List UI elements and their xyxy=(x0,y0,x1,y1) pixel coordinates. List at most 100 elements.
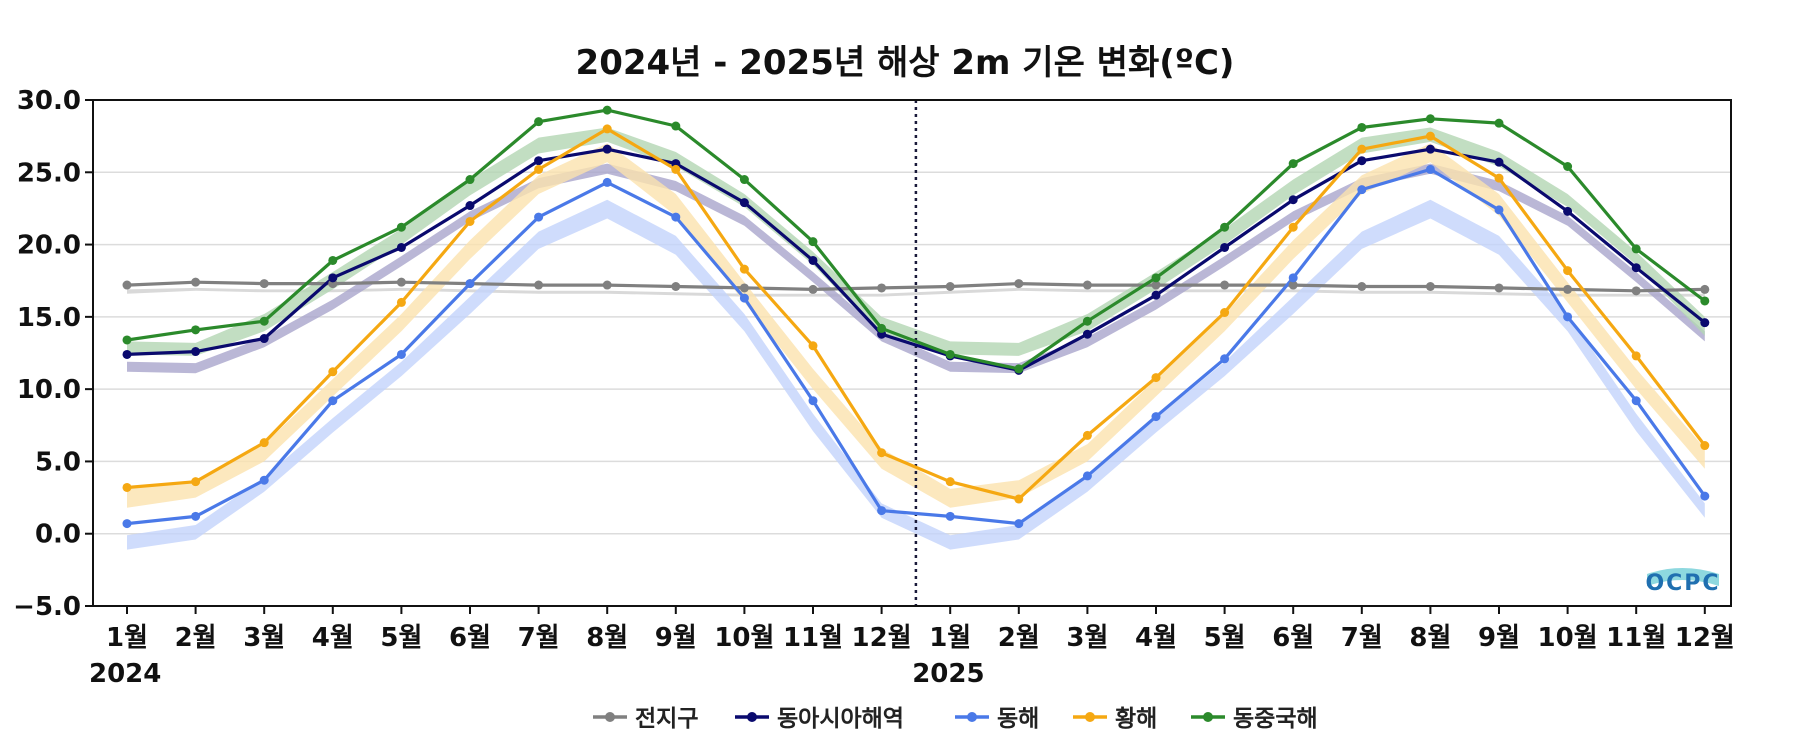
data-point xyxy=(877,506,887,516)
data-point xyxy=(396,277,406,287)
data-point xyxy=(1425,131,1435,141)
normal-band xyxy=(127,199,1705,550)
x-tick-label: 6월 xyxy=(1272,623,1314,653)
data-point xyxy=(328,396,338,406)
data-point xyxy=(1563,284,1573,294)
x-tick-label: 10월 xyxy=(1538,623,1598,653)
data-point xyxy=(945,281,955,291)
data-point xyxy=(1082,430,1092,440)
legend-label: 전지구 xyxy=(635,706,698,732)
data-point xyxy=(877,283,887,293)
data-point xyxy=(808,237,818,247)
data-point xyxy=(1563,266,1573,276)
x-tick-label: 12월 xyxy=(1675,623,1735,653)
data-point xyxy=(1631,263,1641,273)
data-point xyxy=(465,175,475,185)
data-point xyxy=(191,277,201,287)
data-point xyxy=(671,121,681,131)
normal-band xyxy=(127,127,1705,356)
data-point xyxy=(396,222,406,232)
data-point xyxy=(1425,281,1435,291)
data-point xyxy=(1014,279,1024,289)
data-point xyxy=(1288,280,1298,290)
x-tick-label: 8월 xyxy=(586,623,628,653)
data-point xyxy=(1700,296,1710,306)
data-point xyxy=(1563,206,1573,216)
data-point xyxy=(1357,122,1367,132)
data-point xyxy=(259,438,269,448)
data-point xyxy=(1700,491,1710,501)
x-tick-label: 4월 xyxy=(1135,623,1177,653)
data-point xyxy=(671,212,681,222)
data-point xyxy=(1494,205,1504,215)
data-point xyxy=(1082,471,1092,481)
legend-label: 동해 xyxy=(997,706,1039,732)
data-point xyxy=(739,293,749,303)
data-point xyxy=(945,477,955,487)
data-point xyxy=(122,519,132,529)
data-point xyxy=(602,280,612,290)
data-point xyxy=(534,156,544,166)
data-point xyxy=(122,335,132,345)
legend-swatch-marker xyxy=(967,712,977,722)
series-line xyxy=(126,167,1707,526)
x-tick-label: 3월 xyxy=(243,623,285,653)
data-point xyxy=(945,349,955,359)
data-point xyxy=(1631,351,1641,361)
data-point xyxy=(602,177,612,187)
data-point xyxy=(1425,164,1435,174)
y-tick-label: 30.0 xyxy=(17,86,81,116)
x-tick-label: 5월 xyxy=(380,623,422,653)
x-tick-label: 2월 xyxy=(998,623,1040,653)
data-point xyxy=(1357,281,1367,291)
data-point xyxy=(1220,222,1230,232)
data-point xyxy=(1151,412,1161,422)
data-point xyxy=(1151,373,1161,383)
data-point xyxy=(396,242,406,252)
data-point xyxy=(1014,364,1024,374)
data-point xyxy=(259,475,269,485)
data-point xyxy=(1494,283,1504,293)
data-point xyxy=(1151,280,1161,290)
data-point xyxy=(1494,173,1504,183)
data-point xyxy=(396,349,406,359)
data-point xyxy=(1563,162,1573,172)
data-point xyxy=(465,279,475,289)
legend-swatch-marker xyxy=(747,712,757,722)
data-point xyxy=(1220,242,1230,252)
x-tick-label: 5월 xyxy=(1204,623,1246,653)
data-point xyxy=(808,255,818,265)
legend-label: 동중국해 xyxy=(1233,706,1318,732)
data-point xyxy=(1631,244,1641,254)
y-tick-label: 20.0 xyxy=(17,231,81,261)
x-tick-label: 10월 xyxy=(714,623,774,653)
data-point xyxy=(808,284,818,294)
data-point xyxy=(877,448,887,458)
y-tick-label: 25.0 xyxy=(17,158,81,188)
data-point xyxy=(259,334,269,344)
legend-swatch-marker xyxy=(1085,712,1095,722)
data-point xyxy=(1494,118,1504,128)
data-point xyxy=(465,216,475,226)
data-point xyxy=(1631,396,1641,406)
data-point xyxy=(808,396,818,406)
data-point xyxy=(877,323,887,333)
data-point xyxy=(1700,284,1710,294)
data-point xyxy=(122,280,132,290)
data-point xyxy=(1357,144,1367,154)
y-tick-label: 0.0 xyxy=(35,520,81,550)
year-label: 2025 xyxy=(912,659,984,689)
data-point xyxy=(1357,185,1367,195)
x-tick-label: 7월 xyxy=(518,623,560,653)
data-point xyxy=(739,175,749,185)
series-line xyxy=(126,127,1707,501)
data-point xyxy=(1220,308,1230,318)
data-point xyxy=(1082,316,1092,326)
x-tick-label: 8월 xyxy=(1409,623,1451,653)
series-line xyxy=(126,147,1706,372)
data-point xyxy=(1494,157,1504,167)
data-point xyxy=(191,325,201,335)
data-point xyxy=(739,198,749,208)
data-point xyxy=(671,281,681,291)
